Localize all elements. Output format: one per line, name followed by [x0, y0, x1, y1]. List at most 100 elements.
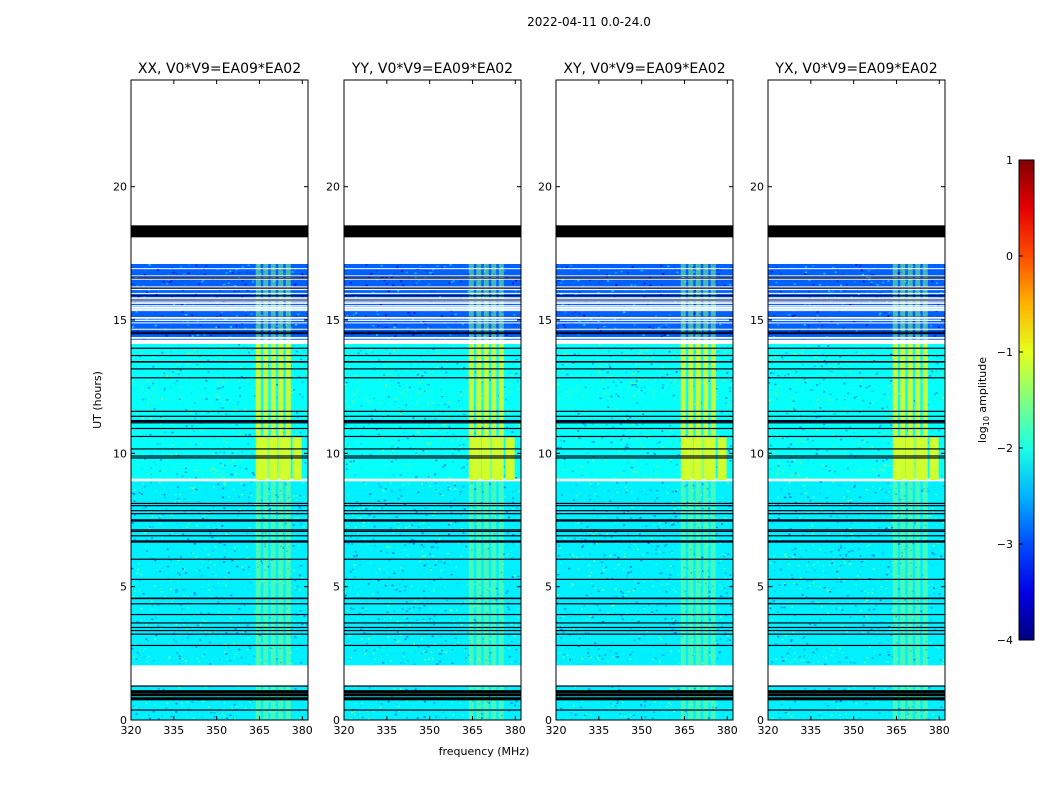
noise-cell: [230, 707, 232, 709]
noise-cell: [655, 492, 657, 494]
noise-cell: [400, 474, 402, 476]
noise-cell: [276, 335, 278, 337]
noise-cell: [261, 315, 263, 317]
noise-cell: [640, 625, 642, 627]
noise-cell: [377, 468, 379, 470]
noise-cell: [234, 550, 236, 552]
flag-stripe: [344, 627, 521, 628]
noise-cell: [651, 538, 653, 540]
noise-cell: [641, 496, 643, 498]
noise-cell: [561, 372, 563, 374]
noise-cell: [365, 610, 367, 612]
noise-cell: [151, 618, 153, 620]
noise-cell: [386, 326, 388, 328]
noise-cell: [643, 635, 645, 637]
noise-cell: [482, 705, 484, 707]
noise-cell: [185, 464, 187, 466]
noise-cell: [620, 550, 622, 552]
noise-cell: [180, 575, 182, 577]
y-tick-label: 20: [326, 181, 340, 194]
noise-cell: [569, 616, 571, 618]
noise-cell: [171, 514, 173, 516]
noise-cell: [379, 402, 381, 404]
noise-cell: [564, 565, 566, 567]
noise-cell: [400, 635, 402, 637]
noise-cell: [406, 370, 408, 372]
noise-cell: [630, 571, 632, 573]
flag-stripe: [131, 693, 308, 696]
noise-cell: [463, 617, 465, 619]
noise-cell: [295, 499, 297, 501]
flag-stripe: [344, 510, 521, 511]
gap-line: [344, 322, 521, 323]
gap-line: [556, 329, 733, 330]
noise-cell: [160, 660, 162, 662]
noise-cell: [251, 453, 253, 455]
noise-cell: [653, 471, 655, 473]
noise-cell: [724, 552, 726, 554]
noise-cell: [148, 656, 150, 658]
noise-cell: [675, 491, 677, 493]
noise-cell: [402, 570, 404, 572]
noise-cell: [212, 284, 214, 286]
noise-cell: [221, 660, 223, 662]
noise-cell: [185, 314, 187, 316]
noise-cell: [672, 611, 674, 613]
noise-cell: [403, 432, 405, 434]
noise-cell: [668, 326, 670, 328]
noise-cell: [506, 554, 508, 556]
noise-cell: [661, 482, 663, 484]
noise-cell: [347, 495, 349, 497]
noise-cell: [620, 500, 622, 502]
noise-cell: [586, 452, 588, 454]
noise-cell: [445, 651, 447, 653]
noise-cell: [460, 394, 462, 396]
noise-cell: [509, 372, 511, 374]
noise-cell: [181, 608, 183, 610]
noise-cell: [663, 567, 665, 569]
noise-cell: [573, 656, 575, 658]
noise-cell: [238, 608, 240, 610]
noise-cell: [300, 524, 302, 526]
noise-cell: [423, 625, 425, 627]
noise-cell: [221, 312, 223, 314]
noise-cell: [394, 401, 396, 403]
noise-cell: [202, 518, 204, 520]
noise-cell: [652, 391, 654, 393]
noise-cell: [198, 551, 200, 553]
noise-cell: [393, 610, 395, 612]
noise-cell: [643, 489, 645, 491]
noise-cell: [424, 372, 426, 374]
noise-cell: [360, 350, 362, 352]
noise-cell: [724, 577, 726, 579]
noise-cell: [437, 547, 439, 549]
noise-cell: [623, 441, 625, 443]
noise-cell: [660, 406, 662, 408]
noise-cell: [617, 557, 619, 559]
noise-cell: [251, 501, 253, 503]
noise-cell: [141, 608, 143, 610]
noise-cell: [558, 544, 560, 546]
noise-cell: [163, 372, 165, 374]
noise-cell: [853, 687, 855, 689]
y-tick-label: 15: [326, 314, 340, 327]
noise-cell: [600, 330, 602, 332]
noise-cell: [577, 523, 579, 525]
noise-cell: [724, 285, 726, 287]
noise-cell: [588, 564, 590, 566]
noise-cell: [723, 380, 725, 382]
noise-cell: [148, 715, 150, 717]
noise-cell: [235, 628, 237, 630]
noise-cell: [205, 621, 207, 623]
noise-cell: [184, 568, 186, 570]
noise-cell: [154, 383, 156, 385]
noise-cell: [589, 280, 591, 282]
noise-cell: [297, 608, 299, 610]
noise-cell: [598, 270, 600, 272]
flagged-block: [131, 225, 308, 237]
noise-cell: [253, 474, 255, 476]
noise-cell: [384, 500, 386, 502]
noise-cell: [425, 451, 427, 453]
noise-cell: [225, 414, 227, 416]
noise-cell: [232, 272, 234, 274]
